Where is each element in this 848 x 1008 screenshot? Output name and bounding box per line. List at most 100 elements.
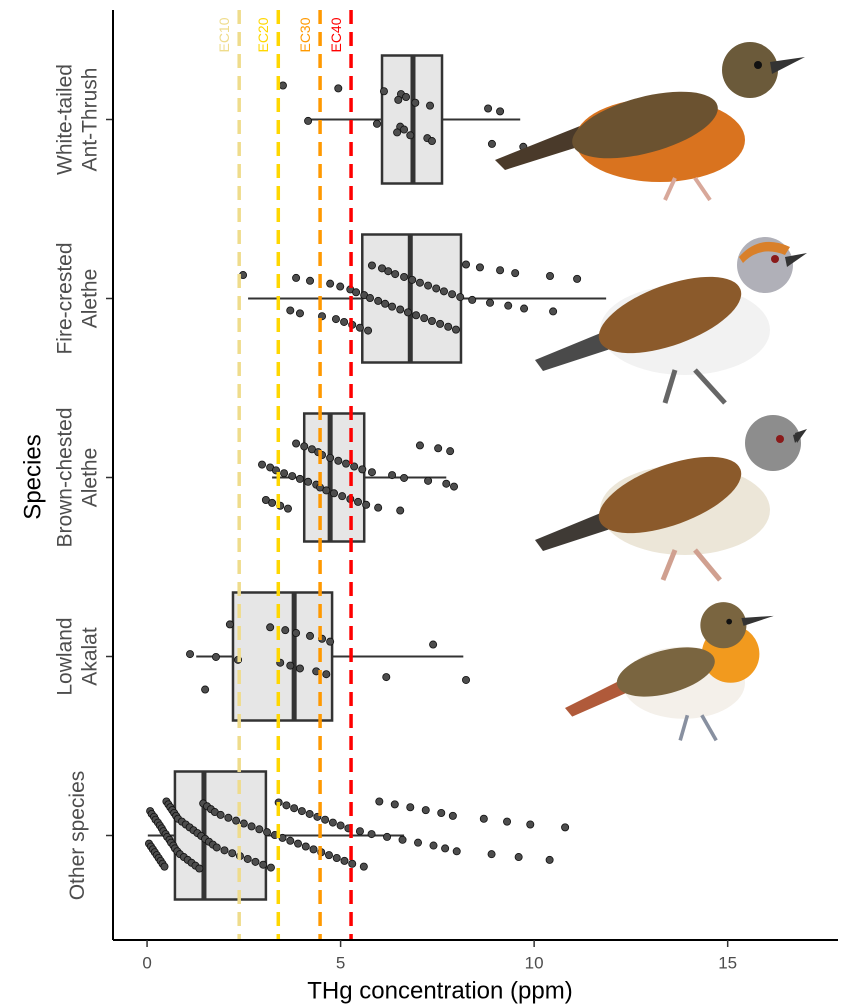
bird-brown-chested-alethe <box>535 415 807 580</box>
data-point <box>296 310 303 317</box>
data-point <box>400 126 407 133</box>
data-point <box>291 805 298 812</box>
bird-white-tailed-ant-thrush <box>495 42 805 200</box>
data-point <box>503 818 510 825</box>
data-point <box>512 270 519 277</box>
data-point <box>225 814 232 821</box>
data-point <box>287 307 294 314</box>
data-point <box>356 828 363 835</box>
data-point <box>217 811 224 818</box>
data-point <box>360 863 367 870</box>
data-point <box>335 85 342 92</box>
data-point <box>302 843 309 850</box>
data-point <box>392 270 399 277</box>
data-point <box>433 285 440 292</box>
data-point <box>354 498 361 505</box>
data-point <box>292 274 299 281</box>
data-point <box>258 461 265 468</box>
box <box>233 593 332 721</box>
data-point <box>337 283 344 290</box>
data-point <box>382 300 389 307</box>
data-point <box>450 483 457 490</box>
data-point <box>480 815 487 822</box>
data-point <box>263 829 270 836</box>
data-point <box>383 673 390 680</box>
reference-label: EC20 <box>255 17 271 52</box>
data-point <box>562 824 569 831</box>
data-point <box>284 505 291 512</box>
data-point <box>462 676 469 683</box>
data-point <box>232 817 239 824</box>
data-point <box>438 809 445 816</box>
data-point <box>527 821 534 828</box>
box <box>304 414 364 542</box>
data-point <box>400 474 407 481</box>
data-point <box>287 837 294 844</box>
data-point <box>462 261 469 268</box>
data-point <box>546 856 553 863</box>
data-point <box>335 457 342 464</box>
data-point <box>428 317 435 324</box>
data-point <box>323 487 330 494</box>
data-point <box>349 860 356 867</box>
data-point <box>397 507 404 514</box>
x-tick-label: 5 <box>336 953 345 972</box>
data-point <box>294 840 301 847</box>
data-point <box>226 621 233 628</box>
data-point <box>327 454 334 461</box>
data-point <box>292 440 299 447</box>
data-point <box>196 865 203 872</box>
data-point <box>457 293 464 300</box>
data-point <box>407 804 414 811</box>
data-point <box>252 858 259 865</box>
data-point <box>341 857 348 864</box>
category-label: White-tailedAnt-Thrush <box>53 64 101 175</box>
data-point <box>368 469 375 476</box>
data-point <box>486 299 493 306</box>
data-point <box>395 96 402 103</box>
chart: EC10EC20EC30EC40White-tailedAnt-ThrushFi… <box>0 0 848 1008</box>
data-point <box>488 851 495 858</box>
data-point <box>212 653 219 660</box>
data-point <box>424 282 431 289</box>
data-point <box>292 629 299 636</box>
data-point <box>443 480 450 487</box>
data-point <box>306 632 313 639</box>
reference-label: EC30 <box>297 17 313 52</box>
data-point <box>376 798 383 805</box>
data-point <box>306 810 313 817</box>
data-point <box>310 846 317 853</box>
data-point <box>368 830 375 837</box>
data-point <box>283 802 290 809</box>
data-point <box>391 801 398 808</box>
data-point <box>449 812 456 819</box>
data-point <box>304 478 311 485</box>
data-point <box>388 303 395 310</box>
x-axis-title: THg concentration (ppm) <box>307 977 572 1004</box>
data-point <box>412 99 419 106</box>
data-point <box>240 820 247 827</box>
data-point <box>342 460 349 467</box>
data-point <box>430 641 437 648</box>
data-point <box>488 140 495 147</box>
data-point <box>430 842 437 849</box>
data-point <box>280 470 287 477</box>
data-point <box>422 807 429 814</box>
category-label: Brown-chestedAlethe <box>53 407 101 547</box>
data-point <box>327 280 334 287</box>
data-point <box>304 117 311 124</box>
data-point <box>388 472 395 479</box>
data-point <box>505 302 512 309</box>
data-point <box>161 863 168 870</box>
data-point <box>337 822 344 829</box>
data-point <box>186 651 193 658</box>
x-tick-label: 15 <box>718 953 737 972</box>
data-point <box>440 288 447 295</box>
data-point <box>496 108 503 115</box>
data-point <box>447 448 454 455</box>
data-point <box>375 504 382 511</box>
category-label: Fire-crestedAlethe <box>53 242 101 354</box>
data-point <box>574 275 581 282</box>
box <box>175 772 266 900</box>
data-point <box>380 88 387 95</box>
